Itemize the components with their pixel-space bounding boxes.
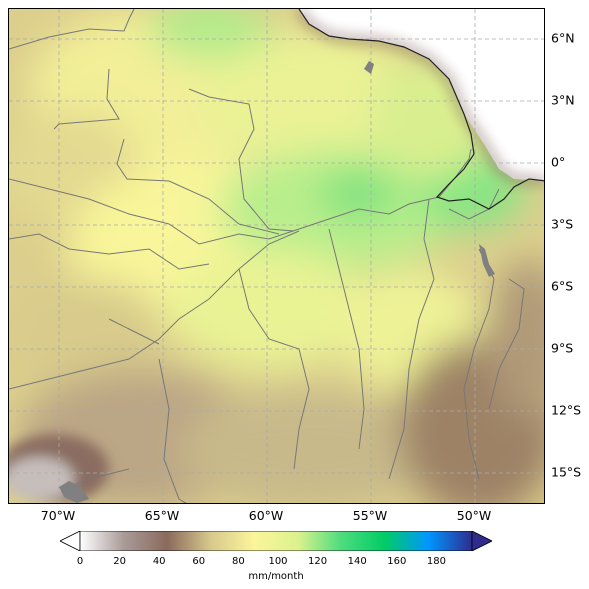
colorbar-tick: 80 xyxy=(232,556,245,567)
colorbar-bar xyxy=(79,531,473,551)
dry-region xyxy=(9,434,109,503)
coastline xyxy=(298,9,544,210)
lake-east xyxy=(479,244,495,277)
colorbar-unit-label: mm/month xyxy=(248,571,304,582)
lat-label-3s: 3°S xyxy=(551,216,574,232)
colorbar-max-extend xyxy=(471,531,492,551)
lon-label-60w: 60°W xyxy=(248,508,284,523)
lake-southwest xyxy=(59,481,89,503)
colorbar-tick: 0 xyxy=(76,556,84,567)
precip-field xyxy=(9,9,544,503)
map-panel xyxy=(8,8,545,504)
precipitation-map xyxy=(9,9,544,503)
colorbar-tick: 140 xyxy=(347,556,367,567)
lat-label-6n: 6°N xyxy=(551,30,575,46)
lon-label-70w: 70°W xyxy=(40,508,76,523)
lon-label-65w: 65°W xyxy=(144,508,180,523)
lon-label-50w: 50°W xyxy=(456,508,492,523)
lat-label-6s: 6°S xyxy=(551,278,574,294)
lat-label-9s: 9°S xyxy=(551,340,574,356)
colorbar-tick: 20 xyxy=(113,556,126,567)
colorbar-tick: 180 xyxy=(426,556,446,567)
colorbar-tick: 160 xyxy=(387,556,407,567)
colorbar-tick: 120 xyxy=(308,556,328,567)
colorbar xyxy=(60,531,492,551)
lat-label-12s: 12°S xyxy=(551,402,582,418)
colorbar-tick: 100 xyxy=(268,556,288,567)
colorbar-tick: 40 xyxy=(152,556,166,567)
lake-north xyxy=(364,61,374,74)
lat-label-3n: 3°N xyxy=(551,92,575,108)
graticule xyxy=(9,9,544,503)
lat-label-0: 0° xyxy=(551,154,566,170)
lat-label-15s: 15°S xyxy=(551,464,582,480)
colorbar-tick: 60 xyxy=(192,556,206,567)
rivers-and-borders xyxy=(9,9,525,503)
lon-label-55w: 55°W xyxy=(352,508,388,523)
colorbar-min-extend xyxy=(60,531,81,551)
